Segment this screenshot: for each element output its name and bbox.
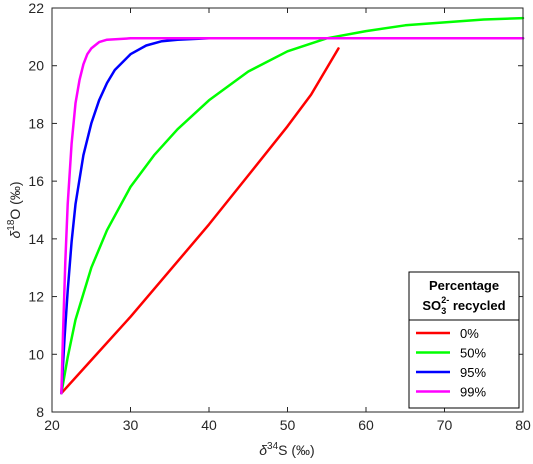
x-axis-label: δ34S (‰) bbox=[259, 441, 314, 458]
y-tick-label-3: 14 bbox=[28, 231, 44, 247]
x-tick-label-2: 40 bbox=[201, 417, 217, 433]
series-line-1 bbox=[60, 16, 525, 395]
x-tick-label-0: 20 bbox=[44, 417, 60, 433]
y-tick-label-5: 18 bbox=[28, 115, 44, 131]
y-axis-label: δ18O (‰) bbox=[6, 181, 23, 238]
legend: Percentage SO32- recycled 0% 50% 95% 99% bbox=[408, 271, 520, 409]
y-axis-label-symbol: δ bbox=[7, 231, 23, 239]
legend-label-3: 99% bbox=[460, 385, 486, 400]
x-axis-label-sup: 34 bbox=[267, 441, 279, 452]
legend-title-so: SO bbox=[422, 298, 441, 313]
series-line-0 bbox=[60, 47, 340, 395]
y-tick-label-4: 16 bbox=[28, 173, 44, 189]
y-axis-label-sup: 18 bbox=[6, 219, 17, 231]
x-axis-label-symbol: δ bbox=[259, 442, 267, 458]
x-tick-label-1: 30 bbox=[123, 417, 139, 433]
y-tick-label-2: 12 bbox=[28, 289, 44, 305]
y-axis-label-rest: O (‰) bbox=[7, 181, 23, 219]
legend-title-line2: SO32- recycled bbox=[422, 295, 505, 316]
legend-label-2: 95% bbox=[460, 365, 486, 380]
y-tick-label-0: 8 bbox=[36, 404, 44, 420]
legend-entries: 0% 50% 95% 99% bbox=[416, 326, 486, 400]
legend-label-1: 50% bbox=[460, 346, 486, 361]
y-tick-label-6: 20 bbox=[28, 58, 44, 74]
x-tick-label-3: 50 bbox=[280, 417, 296, 433]
x-tick-label-4: 60 bbox=[358, 417, 374, 433]
x-tick-label-5: 70 bbox=[437, 417, 453, 433]
legend-label-0: 0% bbox=[460, 326, 479, 341]
x-tick-label-6: 80 bbox=[515, 417, 531, 433]
series-line-3 bbox=[60, 37, 525, 395]
ticks-layer: 20 30 40 50 60 70 80 8 10 12 14 16 18 20 22 bbox=[28, 0, 531, 433]
legend-title-subscript: 3 bbox=[441, 306, 446, 316]
legend-title-superscript: 2- bbox=[441, 295, 449, 305]
legend-title-suffix: recycled bbox=[449, 298, 505, 313]
x-axis-label-rest: S (‰) bbox=[278, 442, 315, 458]
legend-box bbox=[408, 271, 520, 409]
series-layer bbox=[60, 16, 525, 395]
legend-title-line1: Percentage bbox=[429, 278, 499, 293]
y-tick-label-7: 22 bbox=[28, 0, 44, 16]
y-tick-label-1: 10 bbox=[28, 346, 44, 362]
